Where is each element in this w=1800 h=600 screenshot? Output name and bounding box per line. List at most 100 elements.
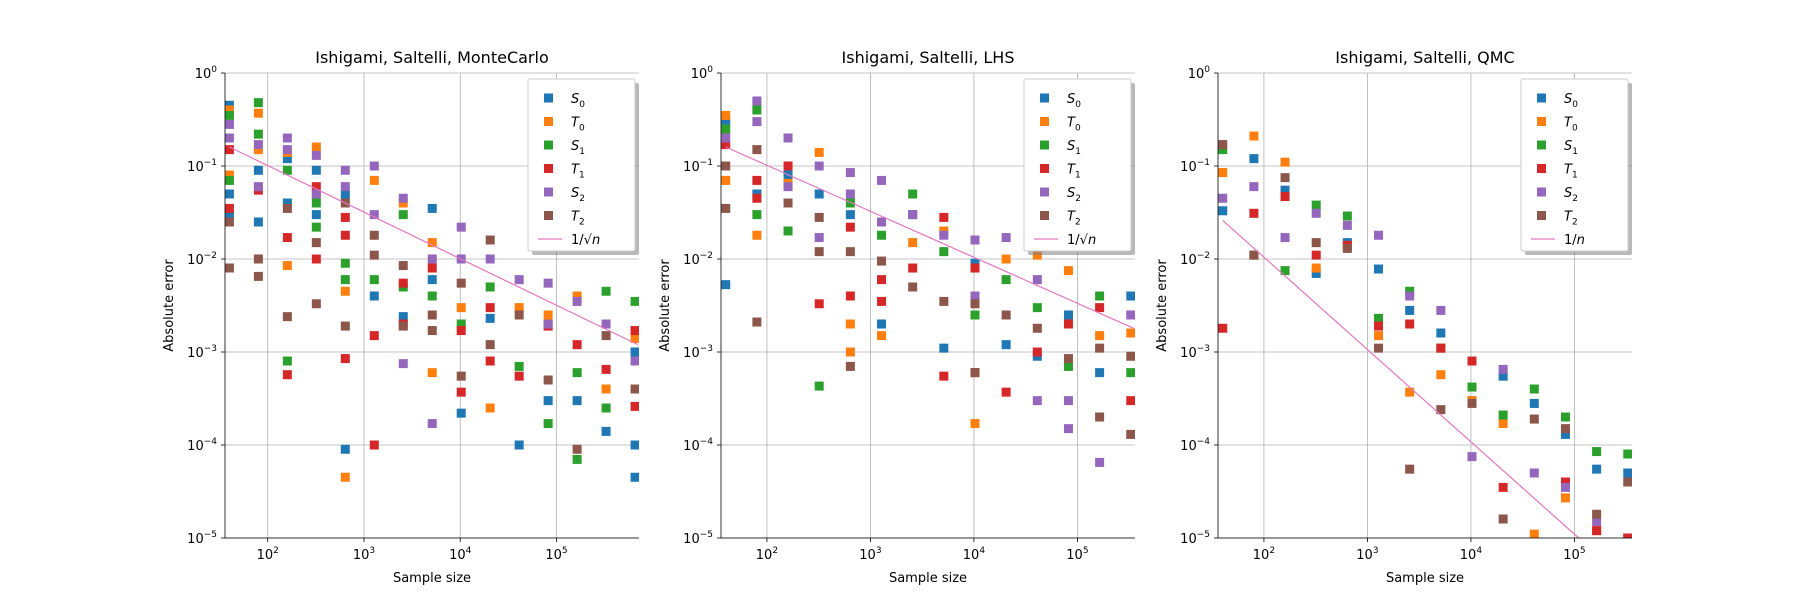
point-T_2 bbox=[398, 321, 408, 331]
point-T_0 bbox=[427, 238, 437, 248]
point-S_0 bbox=[427, 203, 437, 213]
point-T_2 bbox=[1249, 250, 1259, 260]
point-S_1 bbox=[253, 98, 263, 108]
point-S_0 bbox=[1311, 268, 1321, 278]
point-S_1 bbox=[1218, 145, 1228, 155]
point-T_0 bbox=[398, 198, 408, 208]
x-tick-label: 103 bbox=[859, 546, 881, 563]
point-T_2 bbox=[514, 310, 524, 320]
point-S_0 bbox=[1405, 305, 1415, 315]
point-T_2 bbox=[543, 375, 553, 385]
point-S_1 bbox=[369, 275, 379, 285]
point-T_2 bbox=[970, 368, 980, 378]
point-S_1 bbox=[908, 189, 918, 199]
legend-swatch-S_1 bbox=[544, 140, 553, 150]
legend-swatch-T_0 bbox=[1537, 117, 1546, 126]
point-S_2 bbox=[369, 210, 379, 220]
point-T_0 bbox=[1529, 529, 1539, 538]
point-T_0 bbox=[877, 331, 887, 341]
point-S_2 bbox=[783, 133, 793, 143]
point-T_0 bbox=[572, 291, 582, 301]
legend-swatch-T_0 bbox=[1040, 117, 1049, 126]
point-S_1 bbox=[543, 419, 553, 429]
point-S_2 bbox=[630, 356, 639, 366]
point-S_2 bbox=[427, 419, 437, 429]
point-T_0 bbox=[253, 108, 263, 118]
point-S_2 bbox=[225, 133, 234, 143]
point-S_2 bbox=[1032, 275, 1042, 285]
legend-label-ref: 1/n bbox=[1564, 233, 1585, 248]
point-S_0 bbox=[543, 396, 553, 406]
point-T_0 bbox=[543, 310, 553, 320]
x-tick-label: 102 bbox=[756, 546, 778, 563]
point-T_2 bbox=[456, 278, 466, 288]
point-S_1 bbox=[340, 258, 350, 268]
point-S_2 bbox=[783, 182, 793, 192]
point-T_1 bbox=[1311, 250, 1321, 260]
legend-swatch-T_2 bbox=[544, 211, 553, 220]
point-T_0 bbox=[1280, 157, 1290, 167]
point-S_1 bbox=[1529, 384, 1539, 394]
point-T_1 bbox=[1623, 533, 1632, 538]
point-S_1 bbox=[1342, 211, 1352, 221]
legend-box bbox=[1023, 78, 1132, 252]
chart-title: Ishigami, Saltelli, MonteCarlo bbox=[315, 48, 548, 67]
point-T_0 bbox=[601, 384, 611, 394]
legend-label-T_2: T2 bbox=[1067, 210, 1081, 228]
x-tick-label: 102 bbox=[257, 546, 279, 563]
legend-swatch-T_2 bbox=[1040, 211, 1049, 220]
point-S_1 bbox=[877, 230, 887, 240]
point-S_1 bbox=[1311, 200, 1321, 210]
point-S_1 bbox=[1374, 313, 1384, 323]
point-T_1 bbox=[369, 440, 379, 450]
legend-label-ref: 1/√n bbox=[1067, 233, 1096, 248]
point-T_0 bbox=[845, 347, 855, 357]
point-S_1 bbox=[311, 222, 321, 232]
point-S_1 bbox=[311, 198, 321, 208]
point-S_2 bbox=[1249, 182, 1259, 192]
point-T_2 bbox=[630, 384, 639, 394]
point-S_2 bbox=[752, 96, 762, 106]
point-S_2 bbox=[1218, 193, 1228, 203]
point-T_1 bbox=[311, 182, 321, 192]
point-S_2 bbox=[814, 233, 824, 243]
point-S_2 bbox=[543, 278, 553, 288]
point-T_0 bbox=[1249, 131, 1259, 141]
panel-qmc: 102 103 104 105 10−5 10−4 10−3 10−2 10−1 100 Ishig… bbox=[1155, 48, 1632, 586]
markers bbox=[1218, 131, 1632, 538]
point-S_2 bbox=[1280, 233, 1290, 243]
point-T_2 bbox=[1095, 343, 1105, 353]
point-T_2 bbox=[1311, 238, 1321, 248]
point-S_2 bbox=[1342, 220, 1352, 230]
point-S_2 bbox=[398, 193, 408, 203]
reference-line bbox=[725, 146, 1134, 329]
point-T_2 bbox=[601, 331, 611, 341]
point-S_0 bbox=[398, 312, 408, 322]
point-T_2 bbox=[1374, 343, 1384, 353]
point-T_2 bbox=[253, 271, 263, 281]
point-S_2 bbox=[877, 217, 887, 227]
point-T_1 bbox=[1436, 343, 1446, 353]
point-S_2 bbox=[1063, 396, 1073, 406]
point-T_0 bbox=[721, 175, 731, 185]
legend-label-S_0: S0 bbox=[571, 92, 585, 110]
point-T_0 bbox=[340, 472, 350, 482]
point-S_2 bbox=[369, 161, 379, 171]
point-S_0 bbox=[939, 343, 949, 353]
point-T_2 bbox=[456, 371, 466, 381]
point-T_1 bbox=[877, 275, 887, 285]
point-S_0 bbox=[514, 440, 524, 450]
point-S_0 bbox=[340, 189, 350, 199]
point-S_2 bbox=[225, 119, 234, 129]
point-S_1 bbox=[1592, 447, 1602, 457]
point-S_1 bbox=[752, 210, 762, 220]
legend-label-T_2: T2 bbox=[571, 210, 585, 228]
markers bbox=[721, 96, 1135, 467]
point-T_0 bbox=[1498, 419, 1508, 429]
point-S_0 bbox=[1001, 340, 1011, 350]
y-tick-label: 10−2 bbox=[683, 251, 713, 268]
point-T_1 bbox=[282, 233, 292, 243]
legend: S0 T0 S1 T1 S2 T2 1/n bbox=[1520, 78, 1632, 255]
point-S_2 bbox=[752, 117, 762, 127]
point-T_2 bbox=[1498, 514, 1508, 524]
